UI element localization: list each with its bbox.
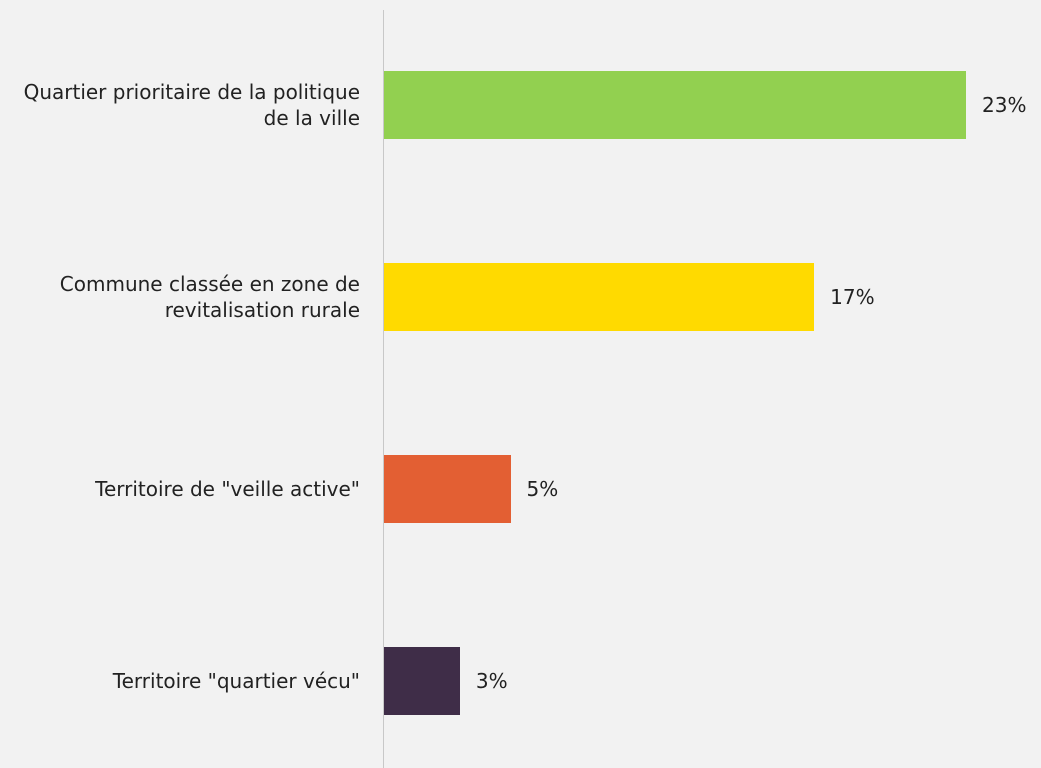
category-label: Commune classée en zone de revitalisatio… bbox=[59, 272, 360, 322]
bar bbox=[384, 647, 460, 715]
bar bbox=[384, 263, 815, 331]
category-label: Quartier prioritaire de la politique de … bbox=[23, 80, 360, 130]
bar bbox=[384, 455, 511, 523]
value-label: 23% bbox=[982, 93, 1027, 117]
axis-line bbox=[383, 10, 384, 768]
category-label: Territoire de "veille active" bbox=[95, 477, 360, 501]
value-label: 17% bbox=[830, 285, 875, 309]
category-label: Territoire "quartier vécu" bbox=[112, 669, 360, 693]
bar bbox=[384, 71, 966, 139]
value-label: 5% bbox=[526, 477, 559, 501]
value-label: 3% bbox=[475, 669, 508, 693]
